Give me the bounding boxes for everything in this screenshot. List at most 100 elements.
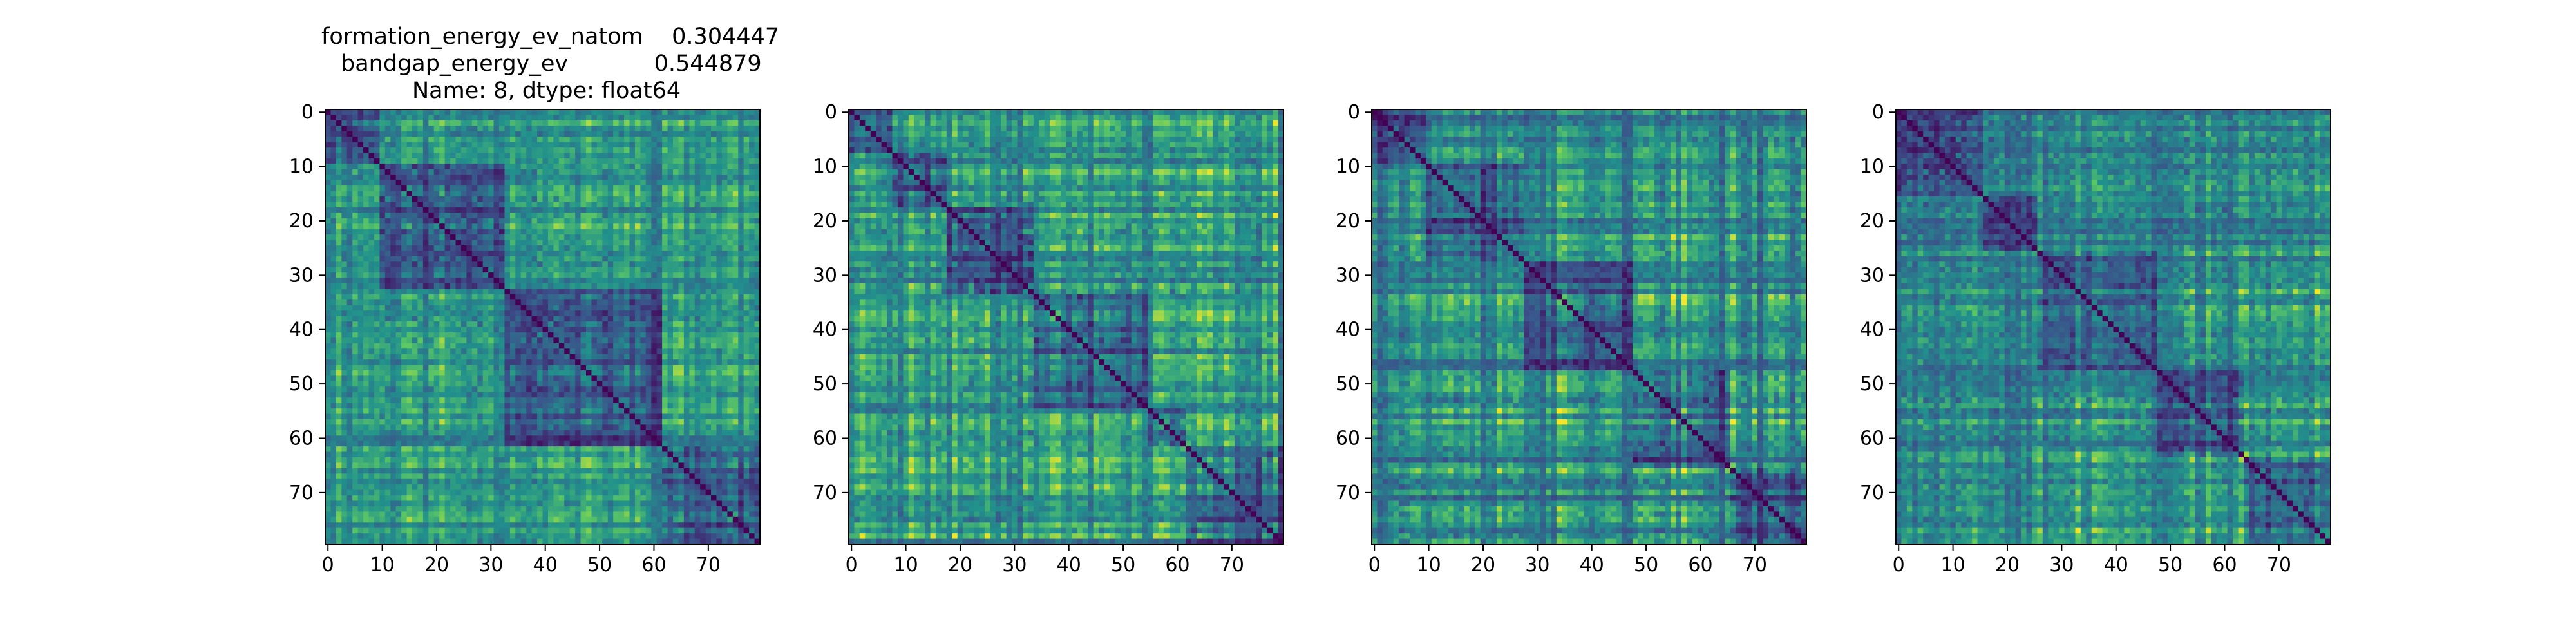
heatmap-cell <box>662 305 668 311</box>
heatmap-cell <box>542 223 549 230</box>
heatmap-cell <box>325 207 332 213</box>
heatmap-cell <box>743 348 750 355</box>
heatmap-cell <box>580 299 587 306</box>
heatmap-cell <box>716 213 723 219</box>
heatmap-cell <box>634 332 641 338</box>
heatmap-cell <box>607 234 614 241</box>
heatmap-cell <box>618 435 625 442</box>
heatmap-cell <box>727 229 734 235</box>
heatmap-cell <box>700 218 706 224</box>
heatmap-cell <box>341 316 348 322</box>
heatmap-cell <box>444 175 451 181</box>
heatmap-cell <box>352 223 359 230</box>
heatmap-cell <box>325 218 332 224</box>
heatmap-cell <box>700 158 706 164</box>
heatmap-cell <box>504 305 511 311</box>
heatmap-cell <box>673 202 679 208</box>
heatmap-cell <box>537 213 544 219</box>
heatmap-cell <box>640 202 647 208</box>
heatmap-cell <box>520 386 527 393</box>
heatmap-cell <box>488 402 495 409</box>
heatmap-cell <box>596 175 603 181</box>
heatmap-cell <box>352 185 359 192</box>
heatmap-cell <box>374 310 380 317</box>
heatmap-cell <box>732 196 739 203</box>
heatmap-cell <box>444 283 451 290</box>
heatmap-cell <box>732 261 739 268</box>
heatmap-cell <box>547 207 554 213</box>
heatmap-cell <box>721 316 728 322</box>
heatmap-cell <box>754 153 761 159</box>
heatmap-cell <box>384 386 391 393</box>
heatmap-cell <box>341 440 348 447</box>
heatmap-cell <box>542 169 549 175</box>
heatmap-cell <box>504 175 511 181</box>
heatmap-cell <box>346 289 353 295</box>
heatmap-cell <box>450 430 457 436</box>
heatmap-cell <box>727 332 734 338</box>
heatmap-cell <box>716 147 723 154</box>
heatmap-cell <box>450 256 457 262</box>
heatmap-cell <box>439 272 446 279</box>
heatmap-cell <box>368 365 375 371</box>
heatmap-cell <box>439 419 446 425</box>
heatmap-cell <box>444 435 451 442</box>
heatmap-cell <box>694 283 701 290</box>
heatmap-cell <box>422 430 429 436</box>
heatmap-cell <box>450 381 457 387</box>
heatmap-cell <box>488 272 495 279</box>
heatmap-cell <box>634 375 641 382</box>
heatmap-cell <box>596 229 603 235</box>
heatmap-cell <box>596 169 603 175</box>
heatmap-cell <box>363 446 370 453</box>
heatmap-cell <box>374 213 380 219</box>
heatmap-cell <box>711 327 717 333</box>
heatmap-cell <box>493 240 500 246</box>
heatmap-cell <box>330 251 337 257</box>
heatmap-cell <box>618 158 625 164</box>
heatmap-cell <box>515 337 522 344</box>
heatmap-cell <box>346 240 353 246</box>
heatmap-cell <box>716 278 723 284</box>
heatmap-cell <box>678 332 685 338</box>
heatmap-cell <box>390 142 397 148</box>
heatmap-cell <box>700 245 706 251</box>
heatmap-cell <box>363 169 370 175</box>
heatmap-cell <box>504 137 511 143</box>
heatmap-cell <box>634 256 641 262</box>
heatmap-cell <box>553 430 560 436</box>
heatmap-cell <box>727 316 734 322</box>
heatmap-cell <box>667 207 674 213</box>
heatmap-cell <box>537 430 544 436</box>
heatmap-cell <box>471 213 478 219</box>
heatmap-cell <box>390 196 397 203</box>
heatmap-cell <box>531 327 538 333</box>
heatmap-cell <box>330 267 337 273</box>
heatmap-cell <box>412 402 419 409</box>
heatmap-cell <box>384 256 391 262</box>
heatmap-cell <box>694 419 701 425</box>
heatmap-cell <box>433 310 440 317</box>
heatmap-cell <box>336 256 342 262</box>
heatmap-cell <box>673 131 679 137</box>
heatmap-cell <box>330 202 337 208</box>
heatmap-cell <box>586 158 592 164</box>
heatmap-cell <box>721 185 728 192</box>
heatmap-cell <box>493 207 500 213</box>
heatmap-cell <box>640 294 647 300</box>
heatmap-cell <box>493 267 500 273</box>
heatmap-cell <box>624 169 630 175</box>
heatmap-cell <box>466 381 473 387</box>
heatmap-cell <box>645 229 652 235</box>
heatmap-cell <box>667 370 674 377</box>
heatmap-cell <box>624 153 630 159</box>
heatmap-cell <box>569 283 576 290</box>
heatmap-cell <box>553 245 560 251</box>
heatmap-cell <box>662 256 668 262</box>
heatmap-cell <box>711 359 717 366</box>
heatmap-cell <box>602 435 609 442</box>
heatmap-cell <box>422 207 429 213</box>
heatmap-cell <box>716 348 723 355</box>
heatmap-cell <box>586 413 592 420</box>
heatmap-cell <box>384 332 391 338</box>
